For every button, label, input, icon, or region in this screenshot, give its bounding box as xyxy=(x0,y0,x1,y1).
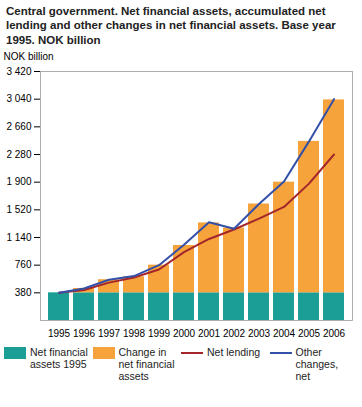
svg-text:760: 760 xyxy=(15,259,32,270)
svg-text:1998: 1998 xyxy=(123,328,146,339)
svg-text:380: 380 xyxy=(15,287,32,298)
svg-text:2 660: 2 660 xyxy=(6,121,31,132)
svg-text:3 040: 3 040 xyxy=(6,93,31,104)
svg-text:2005: 2005 xyxy=(298,328,321,339)
html-text:Other changes, net: Other changes, net xyxy=(295,346,339,383)
svg-text:1997: 1997 xyxy=(98,328,121,339)
svg-text:2000: 2000 xyxy=(173,328,196,339)
svg-text:1 140: 1 140 xyxy=(6,232,31,243)
svg-text:1 900: 1 900 xyxy=(6,176,31,187)
html-text:Change in net financial assets: Change in net financial assets xyxy=(118,346,175,383)
svg-text:1 520: 1 520 xyxy=(6,204,31,215)
svg-text:2001: 2001 xyxy=(198,328,221,339)
svg-text:2004: 2004 xyxy=(273,328,296,339)
svg-text:3 420: 3 420 xyxy=(6,66,31,77)
svg-text:NOK billion: NOK billion xyxy=(4,51,54,62)
svg-text:2006: 2006 xyxy=(323,328,346,339)
svg-text:2003: 2003 xyxy=(248,328,271,339)
html-text:Net financial assets 1995: Net financial assets 1995 xyxy=(30,346,88,371)
svg-text:2002: 2002 xyxy=(223,328,246,339)
svg-text:2 280: 2 280 xyxy=(6,149,31,160)
html-text:Net lending: Net lending xyxy=(207,346,261,359)
svg-text:1999: 1999 xyxy=(148,328,171,339)
svg-text:1995: 1995 xyxy=(48,328,71,339)
html-text:Central government. Net financ: Central government. Net financial assets… xyxy=(6,5,336,46)
svg-text:1996: 1996 xyxy=(73,328,96,339)
